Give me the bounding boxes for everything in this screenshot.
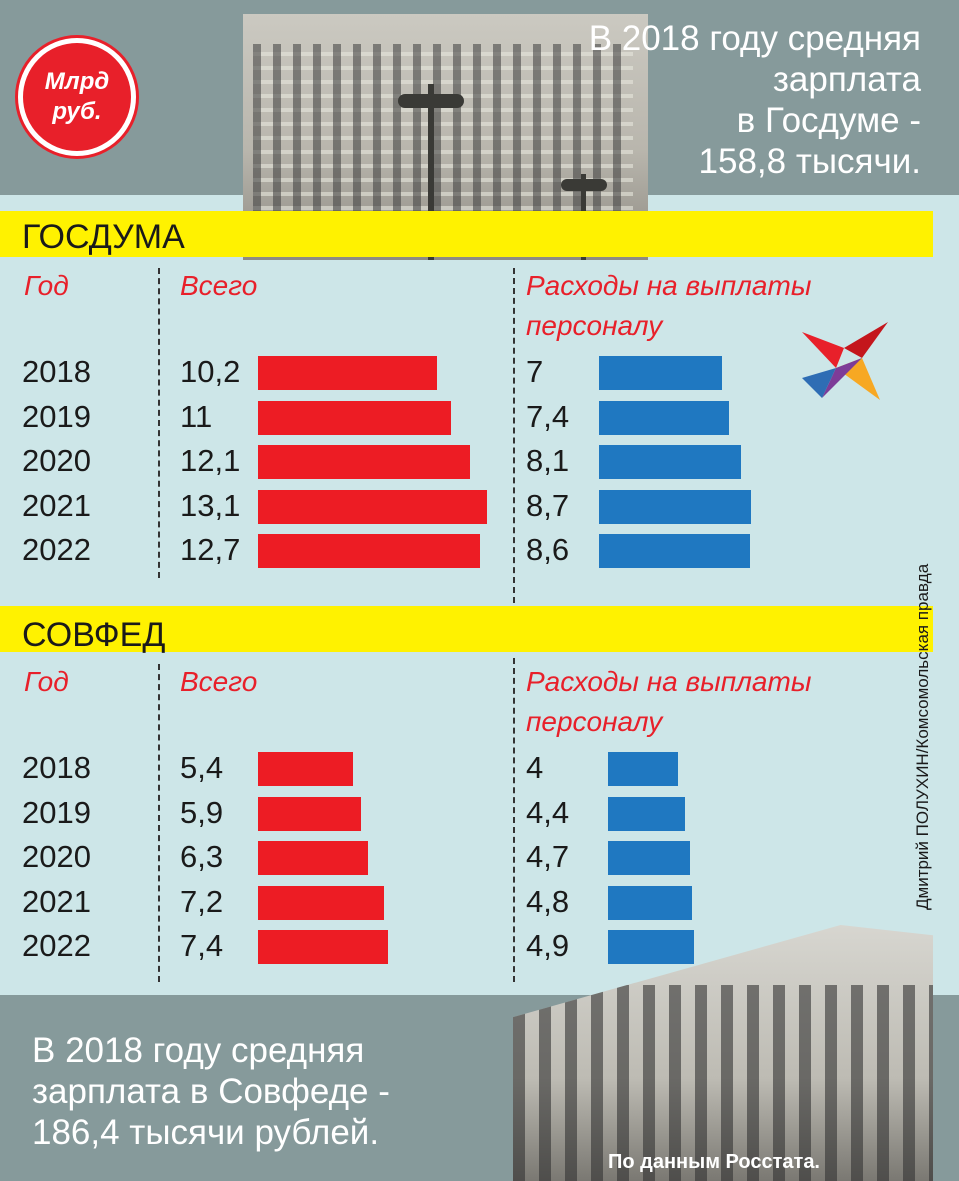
- total-bar: [258, 752, 353, 786]
- personnel-value-label: 8,1: [526, 443, 570, 478]
- data-source: По данным Росстата.: [608, 1151, 820, 1173]
- total-value-label: 10,2: [180, 354, 241, 389]
- personnel-value-label: 8,7: [526, 488, 570, 523]
- total-bar: [258, 841, 368, 875]
- duma-windows: [253, 44, 633, 234]
- column-divider: [158, 268, 160, 578]
- total-value-label: 13,1: [180, 488, 241, 523]
- personnel-value-label: 4,4: [526, 795, 570, 830]
- sovfed-section-title: СОВФЕД: [22, 616, 166, 654]
- year-label: 2021: [22, 884, 91, 919]
- personnel-value-label: 7,4: [526, 399, 570, 434]
- personnel-bar: [599, 490, 751, 524]
- total-value-label: 12,7: [180, 532, 241, 567]
- duma-section-title: ГОСДУМА: [22, 218, 185, 256]
- year-label: 2019: [22, 795, 91, 830]
- lamp-head: [561, 179, 607, 191]
- year-label: 2021: [22, 488, 91, 523]
- total-value-label: 7,4: [180, 928, 224, 963]
- personnel-bar: [599, 356, 722, 390]
- duma-personnel-header: Расходы на выплаты персоналу: [526, 270, 812, 341]
- duma-title-strip: [0, 211, 933, 257]
- personnel-value-label: 4: [526, 750, 544, 785]
- personnel-bar: [599, 401, 729, 435]
- total-bar: [258, 445, 470, 479]
- personnel-bar: [599, 534, 750, 568]
- duma-total-header: Всего: [180, 270, 258, 301]
- sovfed-title-strip: [0, 606, 933, 652]
- total-value-label: 5,9: [180, 795, 224, 830]
- year-label: 2020: [22, 443, 91, 478]
- total-bar: [258, 401, 451, 435]
- kp-bird-logo-icon: [802, 322, 888, 400]
- sovfed-building-photo: [513, 925, 933, 1181]
- personnel-bar: [608, 841, 690, 875]
- total-value-label: 7,2: [180, 884, 224, 919]
- personnel-bar: [608, 886, 692, 920]
- personnel-bar: [608, 930, 694, 964]
- sovfed-year-header: Год: [24, 666, 69, 697]
- personnel-value-label: 4,8: [526, 884, 570, 919]
- year-label: 2019: [22, 399, 91, 434]
- sovfed-windows: [513, 985, 933, 1181]
- year-label: 2022: [22, 928, 91, 963]
- unit-label: Млрд руб.: [44, 68, 110, 125]
- total-value-label: 6,3: [180, 839, 224, 874]
- total-value-label: 5,4: [180, 750, 224, 785]
- year-label: 2020: [22, 839, 91, 874]
- lamp-head: [398, 94, 464, 108]
- total-value-label: 11: [180, 399, 213, 434]
- sovfed-personnel-header: Расходы на выплаты персоналу: [526, 666, 812, 737]
- sovfed-salary-caption: В 2018 году средняя зарплата в Совфеде -…: [32, 1031, 390, 1152]
- photo-credit: Дмитрий ПОЛУХИН/Комсомольская правда: [913, 563, 932, 910]
- personnel-value-label: 8,6: [526, 532, 570, 567]
- personnel-value-label: 4,7: [526, 839, 570, 874]
- column-divider: [513, 268, 515, 603]
- personnel-value-label: 4,9: [526, 928, 570, 963]
- year-label: 2018: [22, 354, 91, 389]
- duma-salary-caption: В 2018 году средняя зарплата в Госдуме -…: [588, 19, 921, 181]
- year-label: 2018: [22, 750, 91, 785]
- duma-year-header: Год: [24, 270, 69, 301]
- total-bar: [258, 886, 384, 920]
- sovfed-total-header: Всего: [180, 666, 258, 697]
- total-bar: [258, 797, 361, 831]
- total-bar: [258, 930, 388, 964]
- total-bar: [258, 356, 437, 390]
- lamp-post: [428, 84, 434, 260]
- personnel-bar: [599, 445, 741, 479]
- column-divider: [513, 658, 515, 982]
- total-bar: [258, 490, 487, 524]
- unit-badge: Млрд руб.: [18, 38, 136, 156]
- total-value-label: 12,1: [180, 443, 241, 478]
- year-label: 2022: [22, 532, 91, 567]
- column-divider: [158, 664, 160, 982]
- personnel-bar: [608, 752, 678, 786]
- personnel-value-label: 7: [526, 354, 544, 389]
- total-bar: [258, 534, 480, 568]
- personnel-bar: [608, 797, 685, 831]
